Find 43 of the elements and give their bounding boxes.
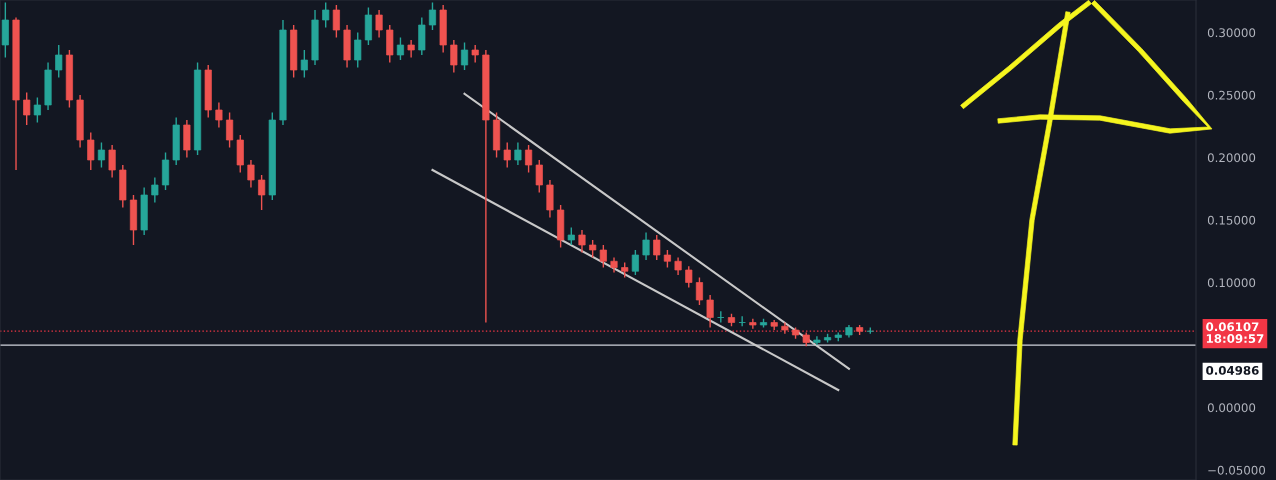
y-tick-label: 0.20000 bbox=[1207, 153, 1256, 163]
ref-line-label: 0.04986 bbox=[1206, 365, 1259, 375]
candlestick bbox=[97, 141, 105, 169]
candlestick bbox=[685, 265, 693, 289]
candlestick bbox=[215, 101, 223, 129]
candlestick bbox=[535, 159, 543, 194]
candlestick bbox=[375, 9, 383, 39]
candlestick bbox=[578, 229, 586, 254]
y-tick-label: 0.15000 bbox=[1207, 215, 1256, 225]
candlestick bbox=[354, 31, 362, 69]
candlestick bbox=[332, 4, 340, 39]
candlestick bbox=[151, 176, 159, 204]
candlestick bbox=[450, 39, 458, 74]
candlestick bbox=[599, 244, 607, 269]
ref-line-label: 0.06107 bbox=[1206, 322, 1259, 332]
candlestick bbox=[503, 141, 511, 169]
candlestick bbox=[642, 231, 650, 261]
text: 18:09:57 bbox=[1206, 334, 1264, 344]
y-tick-label: 0.10000 bbox=[1207, 278, 1256, 288]
candlestick bbox=[108, 144, 116, 179]
candlestick bbox=[525, 144, 533, 174]
candlestick bbox=[247, 159, 255, 189]
y-tick-label: 0.25000 bbox=[1207, 90, 1256, 100]
candlestick bbox=[631, 249, 639, 276]
candlestick bbox=[706, 294, 714, 329]
candlestick bbox=[322, 1, 330, 29]
y-tick-label: 0.30000 bbox=[1207, 28, 1256, 38]
candlestick bbox=[300, 49, 308, 79]
candlestick bbox=[514, 141, 522, 166]
y-tick-label: 0.00000 bbox=[1207, 403, 1256, 413]
candlestick bbox=[87, 131, 95, 171]
candlestick bbox=[33, 96, 41, 124]
candlestick bbox=[407, 39, 415, 59]
candlestick bbox=[55, 44, 63, 79]
candlestick bbox=[396, 36, 404, 61]
candlestick bbox=[695, 276, 703, 306]
candlestick bbox=[460, 41, 469, 71]
candlestick bbox=[653, 234, 661, 261]
y-tick-label: −0.05000 bbox=[1208, 465, 1266, 475]
candlestick bbox=[23, 91, 31, 126]
candlestick bbox=[226, 111, 234, 149]
candlestick bbox=[258, 174, 266, 211]
candlestick bbox=[428, 1, 437, 31]
